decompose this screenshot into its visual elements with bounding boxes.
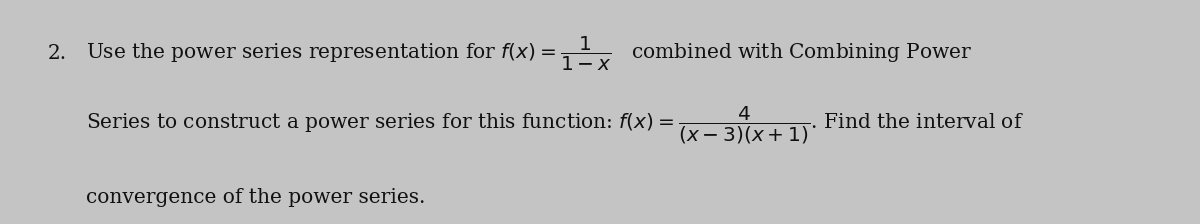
Text: Series to construct a power series for this function: $f(x) = \dfrac{4}{(x-3)(x+: Series to construct a power series for t… — [86, 105, 1025, 146]
Text: convergence of the power series.: convergence of the power series. — [86, 188, 426, 207]
Text: Use the power series representation for $f(x) = \dfrac{1}{1-x}$   combined with : Use the power series representation for … — [86, 35, 973, 73]
Text: 2.: 2. — [48, 44, 67, 63]
